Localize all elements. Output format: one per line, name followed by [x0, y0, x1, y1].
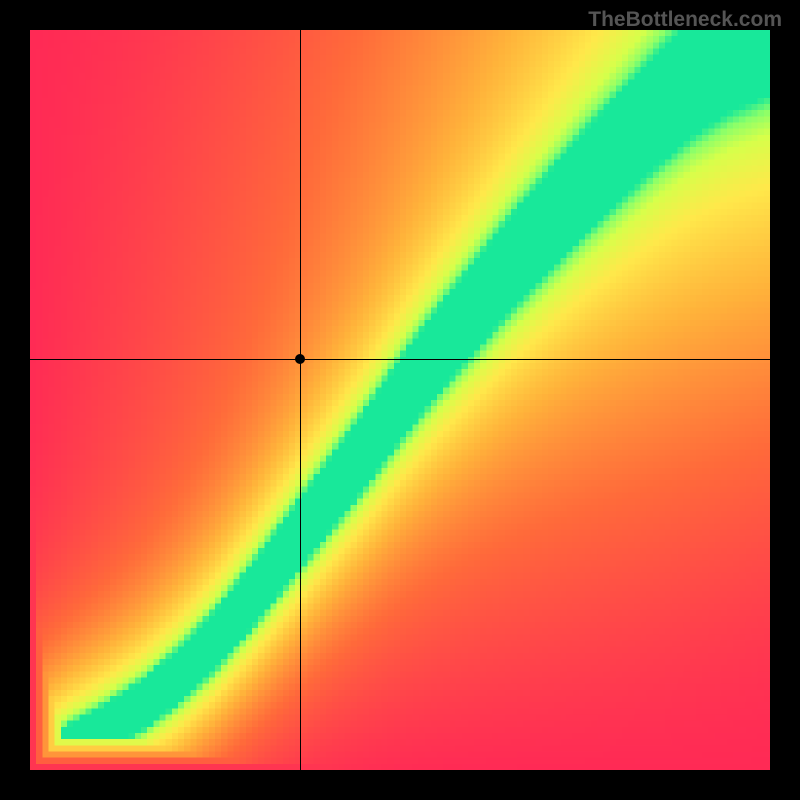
- crosshair-horizontal: [30, 359, 770, 360]
- crosshair-vertical: [300, 30, 301, 770]
- watermark-text: TheBottleneck.com: [588, 8, 782, 32]
- heatmap-canvas: [30, 30, 770, 770]
- crosshair-marker: [295, 354, 305, 364]
- heatmap-plot: [30, 30, 770, 770]
